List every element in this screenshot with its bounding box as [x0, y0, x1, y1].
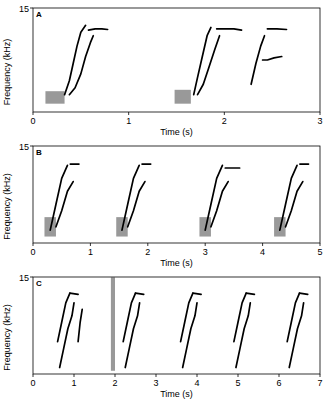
x-tick	[74, 374, 75, 377]
y-tick-label: 15	[19, 273, 29, 283]
note-trace	[211, 182, 228, 227]
x-tick	[320, 112, 321, 115]
y-axis-label: Frequency (kHz)	[2, 173, 12, 240]
note-trace	[193, 293, 201, 294]
x-tick-label: 4	[194, 378, 199, 388]
x-tick	[197, 374, 198, 377]
note-trace	[70, 163, 79, 165]
note-trace	[198, 36, 220, 95]
y-tick	[30, 146, 33, 147]
x-axis-label: Time (s)	[160, 389, 193, 399]
note-trace	[70, 293, 78, 294]
x-tick	[320, 374, 321, 377]
x-tick-label: 3	[153, 378, 158, 388]
x-tick-label: 4	[260, 247, 265, 257]
note-trace	[69, 36, 93, 95]
x-tick	[33, 374, 34, 377]
note-trace	[78, 309, 82, 341]
note-trace	[183, 303, 197, 368]
x-tick-label: 0	[30, 116, 35, 126]
x-tick	[156, 374, 157, 377]
x-tick-label: 1	[88, 247, 93, 257]
note-trace	[181, 293, 193, 342]
x-tick-label: 7	[317, 378, 322, 388]
x-tick	[33, 243, 34, 246]
x-tick	[205, 243, 206, 246]
note-trace	[65, 25, 86, 94]
note-trace	[263, 57, 282, 60]
note-trace	[300, 293, 308, 294]
x-tick	[224, 112, 225, 115]
x-tick-label: 0	[30, 378, 35, 388]
note-trace	[88, 29, 107, 30]
note-trace	[136, 293, 144, 294]
panel: 0 1 2 3 15 Time (s) Frequency (kHz) A	[2, 4, 323, 138]
x-tick	[320, 243, 321, 246]
y-tick	[30, 8, 33, 9]
x-tick-label: 5	[235, 378, 240, 388]
plot-frame	[33, 277, 320, 374]
x-tick-label: 1	[126, 116, 131, 126]
noise-burst	[175, 90, 191, 104]
x-tick-label: 0	[30, 247, 35, 257]
plot-area	[58, 277, 308, 371]
note-trace	[142, 163, 151, 165]
x-tick-label: 6	[276, 378, 281, 388]
note-trace	[267, 28, 286, 30]
note-trace	[246, 293, 254, 294]
x-tick	[279, 374, 280, 377]
x-tick	[128, 112, 129, 115]
x-tick	[115, 374, 116, 377]
note-trace	[217, 29, 242, 30]
note-trace	[289, 303, 303, 368]
note-trace	[234, 293, 246, 342]
note-trace	[58, 293, 70, 342]
x-tick-label: 2	[145, 247, 150, 257]
panel: 0 1 2 3 4 5 6 7 15 Time (s) Frequency (kHz) C	[2, 273, 323, 400]
x-tick-label: 2	[222, 116, 227, 126]
x-tick	[33, 112, 34, 115]
x-tick	[238, 374, 239, 377]
panel: 0 1 2 3 4 5 15 Time (s) Frequency (kHz) B	[2, 142, 323, 269]
x-tick-label: 3	[203, 247, 208, 257]
y-tick-label: 15	[19, 142, 29, 152]
note-trace	[60, 303, 74, 368]
note-trace	[125, 303, 139, 368]
note-trace	[225, 167, 239, 169]
panel-title: A	[36, 10, 42, 19]
plot-area	[45, 25, 286, 103]
x-tick	[262, 243, 263, 246]
panel-title: B	[36, 148, 42, 157]
x-tick-label: 3	[317, 116, 322, 126]
noise-burst	[111, 277, 115, 371]
noise-burst	[45, 91, 64, 103]
x-tick-label: 1	[71, 378, 76, 388]
plot-frame	[33, 8, 320, 112]
y-axis-label: Frequency (kHz)	[2, 304, 12, 371]
figure: 012315Time (s)Frequency (kHz)A01234515Ti…	[0, 0, 327, 400]
note-trace	[236, 303, 250, 368]
plot-frame	[33, 146, 320, 243]
y-axis-label: Frequency (kHz)	[2, 39, 12, 106]
y-tick	[30, 277, 33, 278]
note-trace	[286, 182, 303, 227]
note-trace	[300, 163, 309, 165]
note-trace	[123, 293, 135, 342]
note-trace	[128, 182, 145, 227]
x-tick-label: 2	[112, 378, 117, 388]
note-trace	[56, 182, 73, 227]
panel-title: C	[36, 279, 42, 288]
x-tick	[90, 243, 91, 246]
plot-area	[44, 164, 308, 236]
x-tick	[147, 243, 148, 246]
x-tick-label: 5	[317, 247, 322, 257]
x-axis-label: Time (s)	[160, 258, 193, 268]
x-axis-label: Time (s)	[160, 127, 193, 137]
note-trace	[287, 293, 299, 342]
y-tick-label: 15	[19, 4, 29, 14]
